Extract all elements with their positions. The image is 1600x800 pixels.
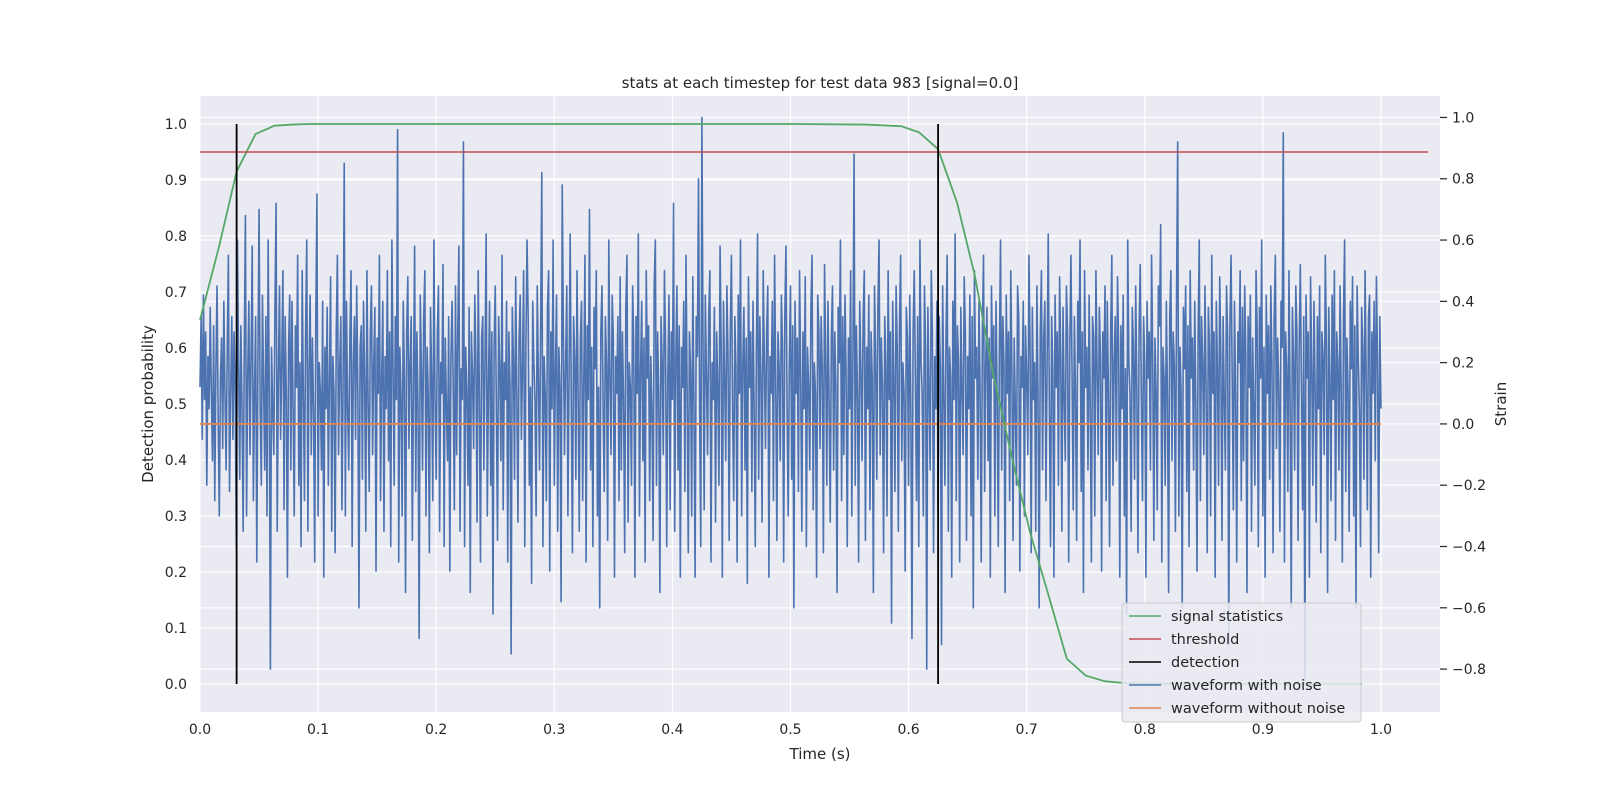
x-tick-label: 0.6 bbox=[897, 722, 919, 738]
x-tick-label: 0.3 bbox=[543, 722, 565, 738]
series-waveform-with-noise bbox=[199, 116, 1382, 686]
y-tick-label: 0.3 bbox=[165, 509, 187, 525]
legend-label-waveform-with-noise: waveform with noise bbox=[1171, 678, 1322, 694]
y-tick-label: 1.0 bbox=[165, 117, 187, 133]
x-tick-label: 0.4 bbox=[661, 722, 683, 738]
x-tick-label: 0.7 bbox=[1016, 722, 1038, 738]
y-tick-label: 0.7 bbox=[165, 285, 187, 301]
x-axis-label: Time (s) bbox=[789, 745, 851, 763]
y-tick-label: 0.4 bbox=[165, 453, 187, 469]
x-tick-label: 1.0 bbox=[1370, 722, 1392, 738]
legend-box bbox=[1121, 602, 1362, 723]
y-tick-label: 0.6 bbox=[165, 341, 187, 357]
series-layer bbox=[199, 116, 1429, 686]
y-right-tick-label: −0.6 bbox=[1452, 601, 1486, 617]
left-axis: 0.0 0.1 0.2 0.3 0.4 0.5 0.6 0.7 0.8 0.9 1.0 bbox=[165, 117, 187, 693]
y-axis-right-label: Strain bbox=[1492, 382, 1510, 426]
y-right-tick-label: 0.4 bbox=[1452, 294, 1474, 310]
legend-entry-detection: detection bbox=[1129, 655, 1239, 671]
chart-title: stats at each timestep for test data 983… bbox=[622, 74, 1019, 92]
legend-entry-threshold: threshold bbox=[1129, 632, 1239, 648]
x-tick-label: 0.2 bbox=[425, 722, 447, 738]
y-tick-label: 0.1 bbox=[165, 621, 187, 637]
legend-label-detection: detection bbox=[1171, 655, 1239, 671]
y-right-tick-label: 0.6 bbox=[1452, 233, 1474, 249]
x-tick-label: 0.1 bbox=[307, 722, 329, 738]
legend-label-threshold: threshold bbox=[1171, 632, 1239, 648]
legend-entry-waveform-with-noise: waveform with noise bbox=[1129, 678, 1322, 694]
y-tick-label: 0.9 bbox=[165, 173, 187, 189]
y-right-tick-label: −0.2 bbox=[1452, 478, 1486, 494]
x-tick-label: 0.8 bbox=[1134, 722, 1156, 738]
y-right-tick-label: 0.8 bbox=[1452, 172, 1474, 188]
x-tick-label: 0.9 bbox=[1252, 722, 1274, 738]
y-right-tick-label: 0.2 bbox=[1452, 356, 1474, 372]
y-right-tick-label: −0.4 bbox=[1452, 540, 1486, 556]
bottom-axis: 0.0 0.1 0.2 0.3 0.4 0.5 0.6 0.7 0.8 0.9 1.0 bbox=[189, 722, 1392, 738]
y-axis-label: Detection probability bbox=[139, 325, 157, 483]
legend: signal statistics threshold detection wa… bbox=[1121, 602, 1362, 723]
x-tick-label: 0.5 bbox=[779, 722, 801, 738]
y-tick-label: 0.8 bbox=[165, 229, 187, 245]
legend-entry-signal-statistics: signal statistics bbox=[1129, 609, 1283, 625]
right-axis: −0.8 −0.6 −0.4 −0.2 0.0 0.2 0.4 0.6 0.8 1.0 bbox=[1440, 110, 1486, 678]
legend-label-signal-statistics: signal statistics bbox=[1171, 609, 1283, 625]
legend-label-waveform-without-noise: waveform without noise bbox=[1171, 701, 1345, 717]
y-right-tick-label: 1.0 bbox=[1452, 110, 1474, 126]
y-right-tick-label: 0.0 bbox=[1452, 417, 1474, 433]
y-tick-label: 0.0 bbox=[165, 677, 187, 693]
x-tick-label: 0.0 bbox=[189, 722, 211, 738]
series-signal-statistics bbox=[199, 123, 1363, 685]
legend-entry-waveform-without-noise: waveform without noise bbox=[1129, 701, 1345, 717]
y-tick-label: 0.5 bbox=[165, 397, 187, 413]
y-tick-label: 0.2 bbox=[165, 565, 187, 581]
y-right-tick-label: −0.8 bbox=[1452, 662, 1486, 678]
